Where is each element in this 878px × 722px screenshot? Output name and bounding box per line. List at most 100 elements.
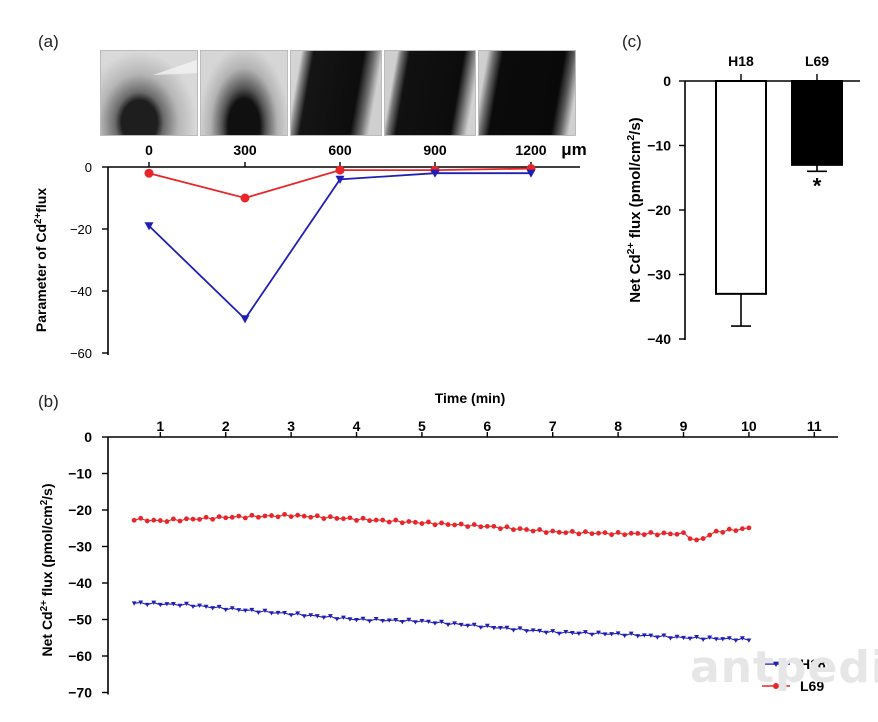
panel-b-data-point bbox=[334, 516, 340, 521]
panel-b-data-point bbox=[406, 519, 412, 524]
panel-b-data-point bbox=[426, 619, 431, 625]
panel-b-data-point bbox=[694, 635, 699, 640]
panel-b-data-point bbox=[668, 531, 673, 537]
panel-b-data-point bbox=[733, 528, 739, 534]
panel-b-legend-marker bbox=[773, 661, 779, 667]
panel-b-data-point bbox=[700, 637, 706, 642]
panel-b-data-point bbox=[269, 611, 274, 616]
panel-b-data-point bbox=[399, 520, 405, 526]
panel-b-y-tick-label: −10 bbox=[68, 466, 92, 482]
panel-b-data-point bbox=[596, 630, 601, 635]
panel-b-data-point bbox=[308, 613, 314, 618]
panel-b-data-point bbox=[269, 513, 274, 518]
panel-b-data-point bbox=[641, 532, 647, 538]
panel-a-x-tick-label: 1200 bbox=[515, 142, 546, 158]
panel-b-data-point bbox=[707, 635, 713, 640]
panel-b-x-tick-label: 4 bbox=[353, 418, 361, 434]
panel-b-data-point bbox=[184, 601, 189, 607]
panel-b-data-point bbox=[138, 600, 144, 605]
panel-b-data-point bbox=[458, 622, 464, 628]
panel-a-x-tick-label: 300 bbox=[233, 142, 257, 158]
panel-a-x-tick-label: 0 bbox=[145, 142, 153, 158]
panel-b-data-point bbox=[295, 611, 301, 616]
panel-b-data-point bbox=[432, 621, 438, 626]
panel-b-data-point bbox=[334, 617, 340, 622]
panel-b-data-point bbox=[203, 514, 209, 520]
panel-b-data-point bbox=[177, 603, 183, 609]
panel-a-data-point bbox=[430, 169, 440, 178]
panel-b-data-point bbox=[687, 636, 693, 641]
panel-b-x-axis-label: Time (min) bbox=[435, 390, 506, 406]
panel-b-data-point bbox=[242, 515, 248, 521]
panel-b-y-axis-label: Net Cd2+ flux (pmol/cm2/s) bbox=[39, 484, 56, 657]
panel-b-data-point bbox=[256, 514, 261, 520]
panel-c-y-tick-label: −10 bbox=[647, 138, 671, 154]
panel-b-data-point bbox=[386, 519, 392, 525]
panel-c-category-label: H18 bbox=[728, 53, 754, 69]
panel-b-data-point bbox=[360, 515, 366, 521]
panel-b-data-point bbox=[341, 615, 346, 620]
panel-b-data-point bbox=[615, 631, 621, 636]
panel-b-y-tick-label: −70 bbox=[68, 685, 92, 701]
panel-b-data-point bbox=[327, 614, 333, 619]
panel-c-y-axis-label: Net Cd2+ flux (pmol/cm2/s) bbox=[625, 117, 644, 302]
panel-b-data-point bbox=[648, 633, 654, 638]
root-photo-0um bbox=[100, 50, 198, 136]
panel-b-data-point bbox=[681, 530, 686, 536]
panel-b-data-point bbox=[380, 517, 386, 523]
panel-b-x-tick-label: 7 bbox=[549, 418, 557, 434]
panel-b-data-point bbox=[412, 519, 418, 525]
panel-b-data-point bbox=[275, 514, 281, 520]
panel-b-data-point bbox=[563, 530, 569, 536]
panel-b-data-point bbox=[465, 623, 471, 629]
panel-a-data-point bbox=[144, 222, 154, 231]
panel-b-data-point bbox=[609, 632, 614, 637]
panel-b-data-point bbox=[726, 636, 732, 641]
panel-b-data-point bbox=[654, 532, 660, 538]
panel-b-data-point bbox=[739, 526, 745, 532]
panel-b-data-point bbox=[635, 634, 641, 639]
panel-b-y-tick-label: −50 bbox=[68, 612, 92, 628]
panel-b-data-point bbox=[131, 601, 137, 606]
panel-b-x-tick-label: 2 bbox=[222, 418, 230, 434]
panel-label-a: (a) bbox=[38, 32, 59, 51]
panel-a-data-point bbox=[526, 169, 536, 178]
panel-b-data-point bbox=[432, 522, 438, 528]
panel-b-data-point bbox=[498, 626, 503, 631]
panel-b-data-point bbox=[242, 608, 248, 613]
panel-b-data-point bbox=[393, 618, 399, 623]
panel-a-y-tick-label: 0 bbox=[85, 160, 92, 175]
panel-b-data-point bbox=[746, 525, 752, 531]
panel-b-data-point bbox=[694, 537, 699, 543]
panel-b-data-point bbox=[210, 516, 216, 522]
panel-b-data-point bbox=[589, 531, 595, 537]
panel-b-data-point bbox=[720, 529, 726, 535]
panel-b-data-point bbox=[197, 603, 202, 608]
panel-b-data-point bbox=[445, 622, 451, 628]
panel-b-data-point bbox=[733, 638, 739, 643]
panel-label-c: (c) bbox=[622, 32, 642, 51]
panel-b-data-point bbox=[236, 608, 242, 613]
panel-b-data-point bbox=[517, 626, 523, 631]
panel-b-data-point bbox=[354, 517, 359, 523]
panel-b-legend-label: H18 bbox=[800, 656, 826, 672]
panel-b-data-point bbox=[249, 607, 255, 613]
panel-b-data-point bbox=[295, 512, 301, 518]
panel-b-data-point bbox=[256, 610, 261, 615]
panel-b-data-point bbox=[550, 629, 556, 634]
panel-b-data-point bbox=[628, 631, 634, 636]
panel-b-data-point bbox=[275, 610, 281, 616]
panel-b-data-point bbox=[373, 517, 379, 523]
panel-b-data-point bbox=[210, 606, 216, 611]
panel-b-data-point bbox=[465, 524, 471, 529]
panel-b-data-point bbox=[537, 628, 543, 634]
panel-b-data-point bbox=[393, 517, 399, 523]
panel-b-data-point bbox=[236, 513, 242, 519]
panel-c-y-tick-label: −20 bbox=[647, 202, 671, 218]
panel-b-data-point bbox=[144, 602, 150, 608]
panel-b-data-point bbox=[445, 522, 451, 527]
panel-b-data-point bbox=[654, 635, 660, 640]
panel-b-data-point bbox=[739, 636, 745, 641]
panel-b-data-point bbox=[635, 531, 641, 536]
panel-b-data-point bbox=[484, 523, 490, 529]
